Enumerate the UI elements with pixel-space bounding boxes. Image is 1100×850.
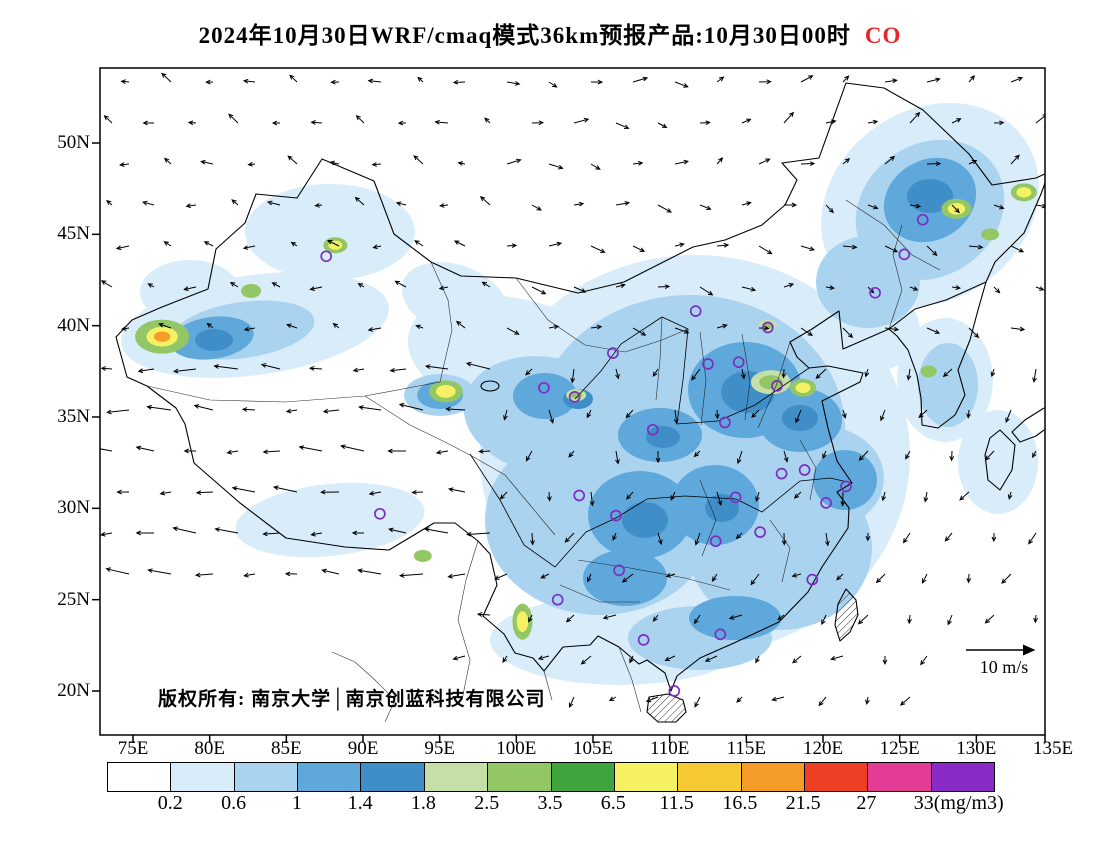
colorbar-cell [613, 763, 678, 791]
lon-tick-label: 95E [424, 738, 455, 759]
lon-tick-label: 100E [496, 738, 537, 759]
copyright-text: 版权所有: 南京大学│南京创蓝科技有限公司 [158, 689, 546, 710]
lat-tick-label: 40N [57, 314, 90, 336]
lon-tick-label: 115E [726, 738, 767, 759]
coastlines-borders [115, 82, 1045, 723]
colorbar-cell [867, 763, 931, 791]
colorbar-cell [550, 763, 614, 791]
lon-tick-label: 90E [347, 738, 379, 759]
concentration-fill-field [121, 102, 1039, 685]
wind-vector-field [100, 72, 1045, 709]
china-outline [115, 82, 1045, 692]
colorbar-tick-label: 0.6 [221, 792, 247, 814]
hainan-island [646, 693, 687, 723]
lat-tick-label: 50N [57, 132, 90, 153]
colorbar-cell [233, 763, 298, 791]
lon-tick-label: 125E [879, 738, 920, 759]
title-text: 2024年10月30日WRF/cmaq模式36km预报产品:10月30日00时 [198, 23, 851, 48]
colorbar-tick-label: 6.5 [600, 792, 626, 814]
lat-tick-label: 30N [57, 497, 90, 519]
page-title: 2024年10月30日WRF/cmaq模式36km预报产品:10月30日00时 C… [0, 16, 1100, 50]
lon-tick-label: 130E [956, 738, 997, 759]
honshu-coastline [1011, 407, 1045, 443]
colorbar-cell [677, 763, 741, 791]
lat-tick-label: 45N [57, 223, 90, 245]
lat-tick-label: 25N [57, 588, 90, 610]
colorbar-cell [297, 763, 361, 791]
colorbar-tick-label: 3.5 [537, 792, 563, 814]
colorbar-tick-label: 1.4 [347, 792, 373, 814]
station-markers [320, 213, 929, 697]
colorbar-tick-label: 16.5 [722, 792, 758, 814]
title-species: CO [864, 23, 902, 48]
wind-reference-label: 10 m/s [979, 657, 1029, 677]
colorbar [107, 762, 995, 792]
colorbar-cell [803, 763, 868, 791]
colorbar-cell [170, 763, 234, 791]
colorbar-cell [360, 763, 424, 791]
colorbar-tick-label: 1.8 [410, 792, 436, 814]
colorbar-tick-label: 2.5 [474, 792, 500, 814]
colorbar-tick-label: 33(mg/m3) [913, 792, 1004, 814]
lon-tick-label: 105E [572, 738, 614, 759]
colorbar-cell [930, 763, 995, 791]
lon-tick-label: 80E [194, 738, 225, 759]
colorbar-tick-label: 21.5 [785, 792, 821, 814]
taiwan-island [834, 588, 859, 642]
colorbar-tick-label: 27 [856, 792, 877, 814]
lon-tick-label: 120E [802, 738, 844, 759]
colorbar-tick-label: 11.5 [659, 792, 694, 814]
yellow-river [574, 316, 810, 425]
lon-tick-label: 75E [117, 738, 149, 759]
colorbar-cell [108, 763, 171, 791]
yangtze-river [469, 453, 853, 568]
lat-tick-label: 20N [57, 679, 90, 701]
province-borders [146, 199, 941, 723]
lon-tick-label: 135E [1032, 738, 1074, 759]
korea-coastline [888, 281, 987, 429]
colorbar-cell [740, 763, 804, 791]
colorbar-tick-label: 0.2 [157, 792, 183, 814]
rivers [469, 316, 853, 568]
kyushu-island [984, 429, 1016, 491]
map-frame [99, 67, 1046, 736]
lat-tick-label: 35N [57, 405, 90, 427]
axis-ticks [92, 142, 1046, 743]
high-concentration-hotspots [135, 183, 1037, 640]
colorbar-labels: 0.2 0.6 1 1.4 1.8 2.5 3.5 6.5 11.5 16.5 21.5 27 33(m… [107, 792, 1067, 820]
colorbar-cell [487, 763, 551, 791]
colorbar-tick-label: 1 [291, 792, 302, 814]
lon-tick-label: 85E [271, 738, 302, 759]
lon-tick-label: 110E [649, 738, 690, 759]
colorbar-cell [423, 763, 488, 791]
qinghai-lake [480, 380, 500, 392]
